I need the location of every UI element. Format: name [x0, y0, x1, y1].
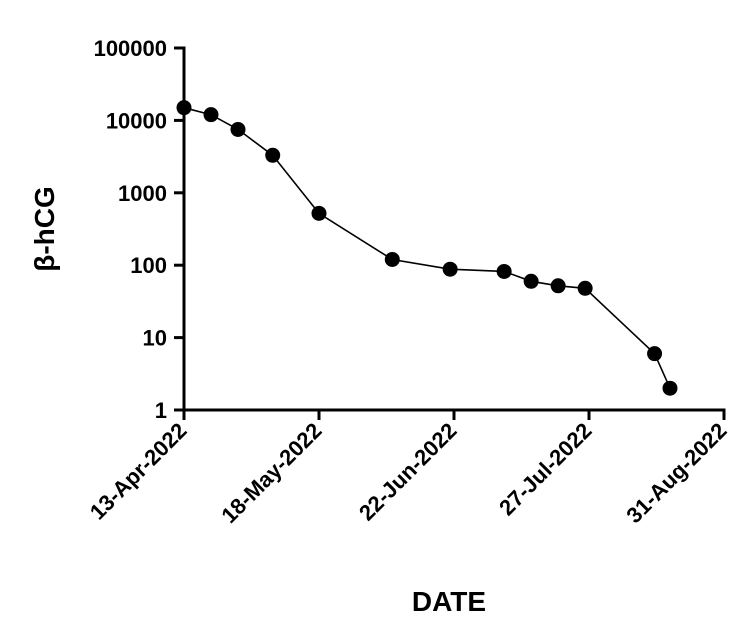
data-point — [203, 107, 219, 123]
data-point — [577, 280, 593, 296]
x-tick-label: 22-Jun-2022 — [354, 418, 462, 526]
data-point — [265, 147, 281, 163]
series-line — [183, 106, 671, 389]
x-tick-label: 13-Apr-2022 — [85, 418, 192, 525]
data-points — [176, 100, 678, 396]
y-tick-label: 100000 — [94, 36, 167, 61]
x-tick-label: 27-Jul-2022 — [494, 418, 596, 520]
y-tick-label: 100 — [130, 253, 167, 278]
data-point — [496, 263, 512, 279]
y-axis: 1 10 100 1000 10000 100000 — [94, 36, 186, 423]
plot-area: 1 10 100 1000 10000 100000 13-Apr-2022 18-May-… — [85, 36, 732, 528]
x-axis-title: DATE — [412, 586, 486, 617]
y-tick-label: 10 — [143, 326, 167, 351]
data-point — [662, 380, 678, 396]
data-point — [442, 261, 458, 277]
data-point — [647, 346, 663, 362]
y-tick-label: 1 — [155, 398, 167, 423]
data-point — [311, 205, 327, 221]
data-point — [230, 121, 246, 137]
y-axis-title: β-hCG — [29, 186, 60, 272]
data-point — [384, 251, 400, 267]
y-tick-label: 10000 — [106, 108, 167, 133]
x-axis: 13-Apr-2022 18-May-2022 22-Jun-2022 27-Jul-… — [85, 408, 732, 528]
x-tick-label: 18-May-2022 — [216, 418, 326, 528]
data-point — [550, 278, 566, 294]
x-tick-label: 31-Aug-2022 — [621, 418, 731, 528]
y-tick-label: 1000 — [118, 181, 167, 206]
data-point — [176, 100, 192, 116]
data-point — [523, 273, 539, 289]
